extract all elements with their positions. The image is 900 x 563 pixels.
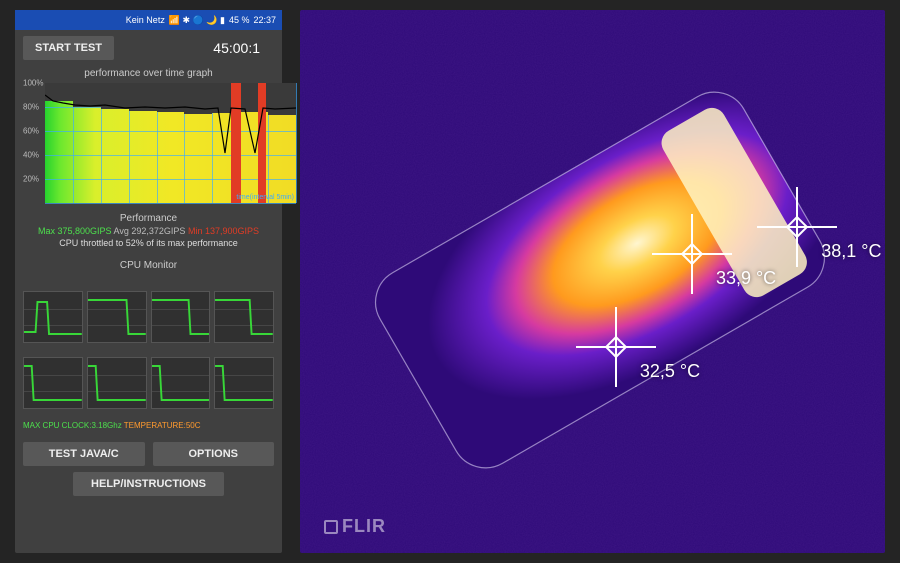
- help-button[interactable]: HELP/INSTRUCTIONS: [73, 472, 224, 496]
- elapsed-timer: 45:00:1: [213, 40, 260, 56]
- thermal-temp-value: 38,1 °C: [821, 241, 881, 262]
- status-icons: 📶 ✱ 🔵 🌙 ▮: [169, 15, 225, 26]
- performance-chart: 20%40%60%80%100%time(interval 5min): [45, 83, 296, 203]
- thermal-temp-value: 32,5 °C: [640, 361, 700, 382]
- cpu-core-chart: 1.80GhzT:0C: [23, 357, 83, 409]
- bottom-buttons: TEST JAVA/C OPTIONS: [15, 436, 282, 472]
- cpu-core-chart: 0.55GhzT:44C: [87, 291, 147, 343]
- thermal-temp-value: 33,9 °C: [716, 268, 776, 289]
- flir-logo-icon: [324, 520, 338, 534]
- perf-min: Min 137,900GIPS: [188, 226, 259, 236]
- throttle-test-app: Kein Netz 📶 ✱ 🔵 🌙 ▮ 45 % 22:37 START TES…: [15, 10, 282, 553]
- ytick-label: 100%: [23, 79, 43, 88]
- perf-xlabel: time(interval 5min): [236, 194, 294, 201]
- perf-max: Max 375,800GIPS: [38, 226, 112, 236]
- top-controls: START TEST 45:00:1: [15, 30, 282, 66]
- cpu-summary: MAX CPU CLOCK:3.18Ghz TEMPERATURE:50C: [23, 421, 274, 430]
- network-label: Kein Netz: [126, 15, 165, 25]
- cpu-core-chart: 0GhzT:0C: [214, 291, 274, 343]
- battery-label: 45 %: [229, 15, 250, 25]
- ytick-label: 20%: [23, 175, 39, 184]
- ytick-label: 40%: [23, 151, 39, 160]
- performance-heading: Performance: [23, 213, 274, 224]
- throttle-message: CPU throttled to 52% of its max performa…: [23, 238, 274, 248]
- flir-label: FLIR: [342, 516, 386, 537]
- thermal-image: FLIR 32,5 °C 33,9 °C 38,1 °C: [300, 10, 885, 553]
- cpu-monitor-heading: CPU Monitor: [23, 260, 274, 271]
- cpu-core-chart: 0.76GhzT:0C: [151, 357, 211, 409]
- performance-summary: Performance Max 375,800GIPS Avg 292,372G…: [23, 211, 274, 248]
- clock-label: 22:37: [253, 15, 276, 25]
- perf-avg: Avg 292,372GIPS: [114, 226, 186, 236]
- cpu-core-chart: 0.96GhzT:2730C: [214, 357, 274, 409]
- start-test-button[interactable]: START TEST: [23, 36, 114, 60]
- options-button[interactable]: OPTIONS: [153, 442, 275, 466]
- perf-chart-title: performance over time graph: [15, 68, 282, 79]
- android-status-bar: Kein Netz 📶 ✱ 🔵 🌙 ▮ 45 % 22:37: [15, 10, 282, 30]
- ytick-label: 60%: [23, 127, 39, 136]
- cpu-temperature: TEMPERATURE:50C: [124, 421, 201, 430]
- cpu-core-chart: 0.55GhzT:40000C: [23, 291, 83, 343]
- test-java-button[interactable]: TEST JAVA/C: [23, 442, 145, 466]
- cpu-core-chart: 0.55GhzT:2730000C: [151, 291, 211, 343]
- ytick-label: 80%: [23, 103, 39, 112]
- flir-watermark: FLIR: [324, 516, 386, 537]
- max-cpu-clock: MAX CPU CLOCK:3.18Ghz: [23, 421, 122, 430]
- cpu-core-chart: 1.80GhzT:0C: [87, 357, 147, 409]
- cpu-monitor: CPU Monitor 0.55GhzT:40000C0.55GhzT:44C0…: [23, 258, 274, 430]
